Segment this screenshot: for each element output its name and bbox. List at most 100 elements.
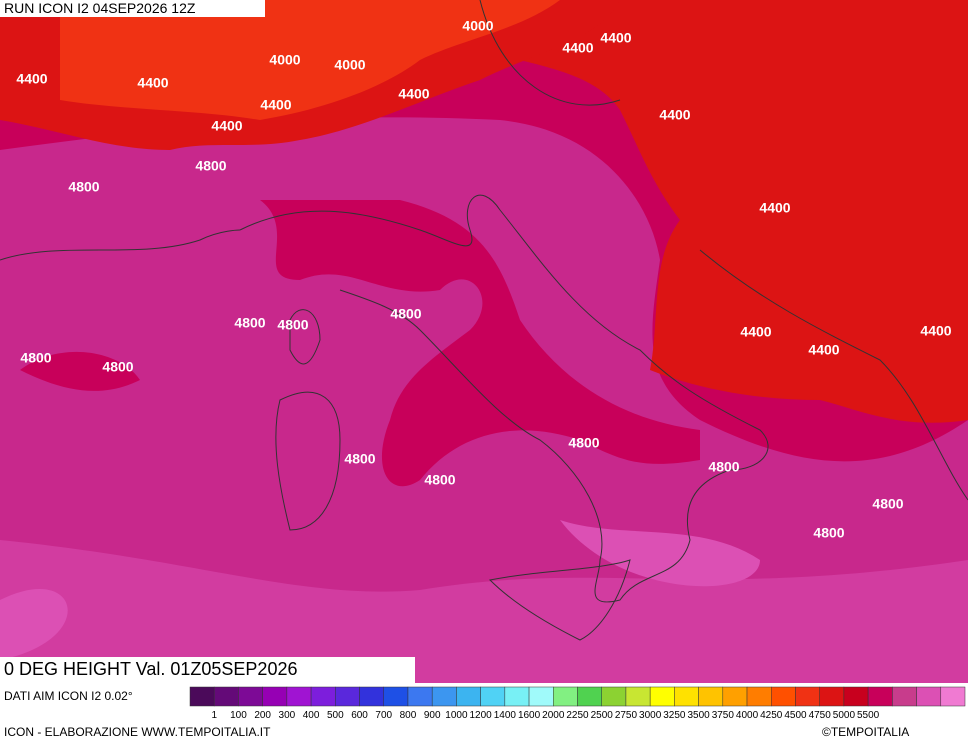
corsica [289, 309, 321, 365]
region-mid-south [20, 200, 700, 487]
contour-label: 4000 [334, 57, 365, 73]
legend-label: 2750 [615, 710, 638, 721]
legend-label: 3750 [712, 710, 735, 721]
legend-swatch [867, 686, 893, 707]
legend-swatch [335, 686, 360, 707]
legend-label: 4000 [736, 710, 759, 721]
contour-label: 4800 [277, 317, 308, 333]
map-title: 0 DEG HEIGHT Val. 01Z05SEP2026 [4, 659, 297, 679]
legend-label: 900 [424, 710, 441, 721]
italy-coast [239, 194, 769, 603]
legend-swatch [892, 686, 917, 707]
legend-label: 700 [375, 710, 392, 721]
contour-label: 4400 [16, 71, 47, 87]
legend-swatch [601, 686, 627, 707]
contour-label: 4400 [398, 86, 429, 102]
legend-swatch [940, 686, 966, 707]
contour-label: 4400 [260, 97, 291, 113]
contour-label: 4800 [344, 451, 375, 467]
legend-swatch [528, 686, 554, 707]
legend-swatch [649, 686, 675, 707]
run-title: RUN ICON I2 04SEP2026 12Z [4, 0, 196, 16]
contour-label: 4800 [813, 525, 844, 541]
legend-label: 200 [254, 710, 271, 721]
legend-label: 3000 [639, 710, 662, 721]
legend-label: 1 [211, 710, 217, 721]
contour-label: 4400 [659, 107, 690, 123]
borders [0, 0, 968, 501]
region-high [520, 0, 968, 423]
legend-swatch [722, 686, 748, 707]
legend-label: 500 [327, 710, 344, 721]
legend-label: 4250 [760, 710, 783, 721]
legend-swatch [383, 686, 409, 707]
credit-text: ICON - ELABORAZIONE WWW.TEMPOITALIA.IT [4, 725, 271, 739]
contour-label: 4000 [462, 18, 493, 34]
legend-swatch [456, 686, 481, 707]
contour-label: 4400 [562, 40, 593, 56]
source-text: DATI AIM ICON I2 0.02° [4, 689, 133, 703]
coastlines [0, 0, 968, 641]
sardinia [275, 391, 341, 531]
contour-label: 4800 [20, 350, 51, 366]
legend-label: 1400 [494, 710, 517, 721]
legend-swatch [843, 686, 869, 707]
contour-label: 4800 [195, 158, 226, 174]
region-highest [60, 0, 560, 120]
legend-swatch [916, 686, 942, 707]
contour-label: 4800 [872, 496, 903, 512]
legend-swatch [359, 686, 384, 707]
legend-swatch [674, 686, 699, 707]
contour-label: 4400 [808, 342, 839, 358]
contour-label: 4800 [390, 306, 421, 322]
header-box [0, 0, 265, 17]
sicily [488, 559, 631, 641]
contour-label: 4800 [424, 472, 455, 488]
legend-label: 800 [400, 710, 417, 721]
legend-swatch [431, 686, 457, 707]
legend-swatch [189, 686, 215, 707]
legend-label: 2500 [591, 710, 614, 721]
legend-label: 1600 [518, 710, 541, 721]
legend-label: 600 [351, 710, 368, 721]
legend-label: 5500 [857, 710, 880, 721]
legend-label: 4750 [809, 710, 832, 721]
legend-label: 100 [230, 710, 247, 721]
legend-swatch [262, 686, 288, 707]
legend-swatch [553, 686, 578, 707]
legend-swatch [746, 686, 772, 707]
legend-label: 3250 [663, 710, 686, 721]
contour-label: 4800 [102, 359, 133, 375]
contour-label: 4400 [920, 323, 951, 339]
contour-label: 4400 [600, 30, 631, 46]
legend-swatch [310, 686, 336, 707]
contour-label: 4400 [759, 200, 790, 216]
contour-label: 4400 [137, 75, 168, 91]
legend-swatch [819, 686, 845, 707]
legend-swatch [795, 686, 820, 707]
brand-text: ©TEMPOITALIA [822, 725, 909, 739]
legend-swatch [286, 686, 312, 707]
legend-swatch [771, 686, 796, 707]
contour-label: 4800 [68, 179, 99, 195]
legend-swatch [238, 686, 263, 707]
contour-label: 4400 [740, 324, 771, 340]
contour-label: 4800 [234, 315, 265, 331]
legend-label: 2250 [566, 710, 589, 721]
legend-label: 5000 [833, 710, 856, 721]
legend-label: 400 [303, 710, 320, 721]
contour-label: 4000 [269, 52, 300, 68]
legend-swatch [625, 686, 651, 707]
region-low [0, 540, 968, 683]
legend-label: 3500 [687, 710, 710, 721]
legend-swatch [407, 686, 433, 707]
legend-swatch [213, 686, 239, 707]
legend-label: 1000 [445, 710, 468, 721]
legend-swatch [577, 686, 602, 707]
legend-swatch [504, 686, 530, 707]
contour-label: 4800 [568, 435, 599, 451]
legend-label: 1200 [470, 710, 493, 721]
contour-label: 4400 [211, 118, 242, 134]
